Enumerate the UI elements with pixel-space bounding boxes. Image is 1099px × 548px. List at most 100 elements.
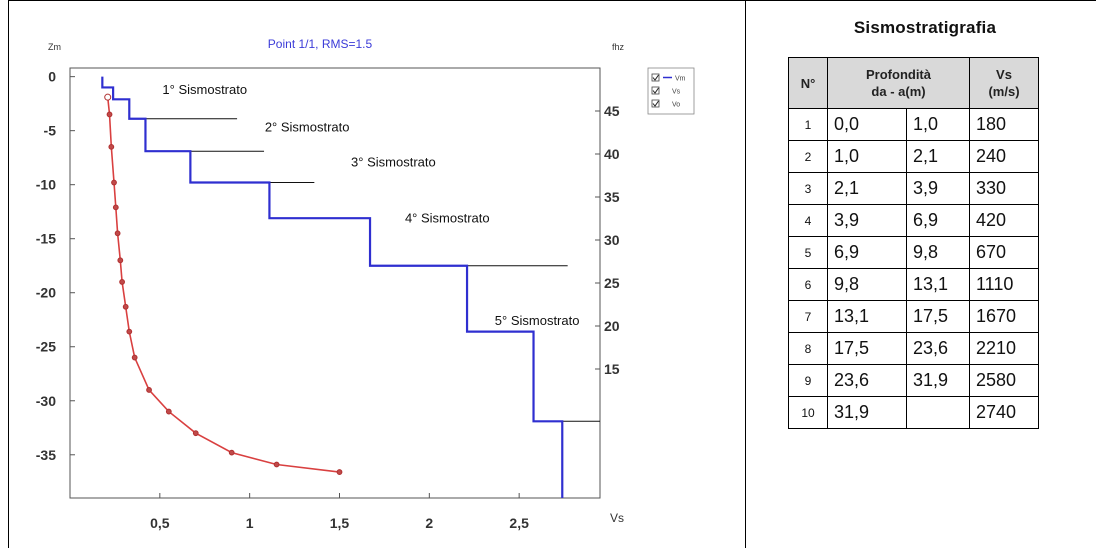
header-vs-line2: (m/s) bbox=[988, 84, 1020, 99]
cell-to: 9,8 bbox=[906, 236, 970, 269]
cell-n: 5 bbox=[788, 236, 828, 269]
table-title: Sismostratigrafia bbox=[853, 18, 997, 37]
cell-n: 7 bbox=[788, 300, 828, 333]
y-tick-label: -15 bbox=[36, 231, 56, 247]
header-depth-line1: Profondità bbox=[866, 67, 931, 82]
y2-tick-label: 30 bbox=[604, 232, 620, 248]
header-vs-line1: Vs bbox=[996, 67, 1012, 82]
table-row: 1 0,0 1,0 180 bbox=[788, 108, 1039, 141]
cell-n: 4 bbox=[788, 204, 828, 237]
cell-vs: 2580 bbox=[969, 364, 1039, 397]
table-row: 6 9,8 13,1 1110 bbox=[788, 268, 1039, 301]
legend-label: Vs bbox=[672, 89, 681, 96]
cell-n: 2 bbox=[788, 140, 828, 173]
header-n: N° bbox=[788, 57, 828, 109]
layer-label: 3° Sismostrato bbox=[351, 154, 436, 169]
table-row: 10 31,9 2740 bbox=[788, 396, 1039, 429]
cell-from: 6,9 bbox=[827, 236, 907, 269]
y2-axis-label: fhz bbox=[612, 42, 625, 52]
cell-to bbox=[906, 396, 970, 429]
y2-tick-label: 40 bbox=[604, 146, 620, 162]
velocity-profile-chart: Point 1/1, RMS=1.5 Zm fhz Vs 0,5 1 1,5 2 2,5… bbox=[36, 37, 695, 531]
cell-to: 6,9 bbox=[906, 204, 970, 237]
x-axis-label: Vs bbox=[610, 511, 624, 525]
x-tick-label: 2,5 bbox=[509, 515, 529, 531]
header-depth-line2: da - a(m) bbox=[871, 84, 926, 99]
x-tick-label: 1,5 bbox=[330, 515, 350, 531]
cell-from: 17,5 bbox=[827, 332, 907, 365]
table-row: 7 13,1 17,5 1670 bbox=[788, 300, 1039, 333]
panel-divider bbox=[745, 0, 746, 548]
cell-to: 23,6 bbox=[906, 332, 970, 365]
cell-from: 0,0 bbox=[827, 108, 907, 141]
vs-point bbox=[114, 230, 121, 237]
vs-point bbox=[126, 328, 133, 335]
y2-tick-label: 20 bbox=[604, 318, 620, 334]
header-depth: Profondità da - a(m) bbox=[827, 57, 970, 109]
cell-from: 2,1 bbox=[827, 172, 907, 205]
cell-n: 10 bbox=[788, 396, 828, 429]
vs-point bbox=[131, 354, 138, 361]
vs-point bbox=[146, 387, 152, 393]
y2-tick-label: 15 bbox=[604, 361, 620, 377]
vs-point bbox=[192, 430, 199, 437]
vs-point bbox=[122, 303, 129, 310]
chart-legend: Vm Vs Vo bbox=[647, 67, 695, 115]
y-tick-label: -20 bbox=[36, 285, 56, 301]
header-vs: Vs (m/s) bbox=[969, 57, 1039, 109]
y2-tick-label: 45 bbox=[604, 103, 620, 119]
cell-to: 17,5 bbox=[906, 300, 970, 333]
cell-to: 13,1 bbox=[906, 268, 970, 301]
check-icon bbox=[652, 100, 659, 107]
cell-from: 9,8 bbox=[827, 268, 907, 301]
y-tick-label: -30 bbox=[36, 393, 56, 409]
cell-vs: 240 bbox=[969, 140, 1039, 173]
table-header-row: N° Profondità da - a(m) Vs (m/s) bbox=[788, 57, 1039, 109]
cell-n: 1 bbox=[788, 108, 828, 141]
vs-point bbox=[336, 469, 343, 475]
figure-frame bbox=[8, 0, 1096, 548]
legend-checkbox[interactable] bbox=[651, 73, 660, 82]
layer-label: 4° Sismostrato bbox=[405, 210, 490, 225]
table-row: 5 6,9 9,8 670 bbox=[788, 236, 1039, 269]
table-row: 9 23,6 31,9 2580 bbox=[788, 364, 1039, 397]
sismostratigrafia-table: N° Profondità da - a(m) Vs (m/s) 1 0,0 1,0… bbox=[788, 57, 1039, 429]
cell-vs: 420 bbox=[969, 204, 1039, 237]
x-tick-label: 2 bbox=[425, 515, 433, 531]
layer-label: 1° Sismostrato bbox=[162, 82, 247, 97]
cell-from: 3,9 bbox=[827, 204, 907, 237]
legend-checkbox[interactable] bbox=[651, 86, 660, 95]
chart-title: Point 1/1, RMS=1.5 bbox=[268, 37, 373, 51]
layer-label: 2° Sismostrato bbox=[265, 120, 350, 135]
cell-vs: 1110 bbox=[969, 268, 1039, 301]
cell-to: 3,9 bbox=[906, 172, 970, 205]
vm-step-profile bbox=[101, 76, 564, 498]
vs-point bbox=[112, 204, 119, 211]
y2-tick-label: 35 bbox=[604, 189, 620, 205]
layer-label: 5° Sismostrato bbox=[495, 313, 580, 328]
vs-point bbox=[165, 408, 172, 415]
vs-point bbox=[117, 257, 124, 264]
cell-from: 13,1 bbox=[827, 300, 907, 333]
vs-point bbox=[273, 461, 280, 468]
table-row: 8 17,5 23,6 2210 bbox=[788, 332, 1039, 365]
y2-tick-label: 25 bbox=[604, 275, 620, 291]
cell-from: 31,9 bbox=[827, 396, 907, 429]
vs-point bbox=[119, 279, 126, 285]
table-row: 2 1,0 2,1 240 bbox=[788, 140, 1039, 173]
cell-n: 9 bbox=[788, 364, 828, 397]
table-row: 4 3,9 6,9 420 bbox=[788, 204, 1039, 237]
cell-to: 1,0 bbox=[906, 108, 970, 141]
cell-n: 8 bbox=[788, 332, 828, 365]
cell-n: 6 bbox=[788, 268, 828, 301]
cell-to: 2,1 bbox=[906, 140, 970, 173]
vs-point bbox=[108, 143, 115, 150]
cell-to: 31,9 bbox=[906, 364, 970, 397]
cell-vs: 2210 bbox=[969, 332, 1039, 365]
cell-from: 1,0 bbox=[827, 140, 907, 173]
y-tick-label: -10 bbox=[36, 177, 56, 193]
legend-label: Vm bbox=[675, 76, 686, 83]
cell-n: 3 bbox=[788, 172, 828, 205]
y-tick-label: -5 bbox=[44, 123, 57, 139]
legend-checkbox[interactable] bbox=[651, 99, 660, 108]
